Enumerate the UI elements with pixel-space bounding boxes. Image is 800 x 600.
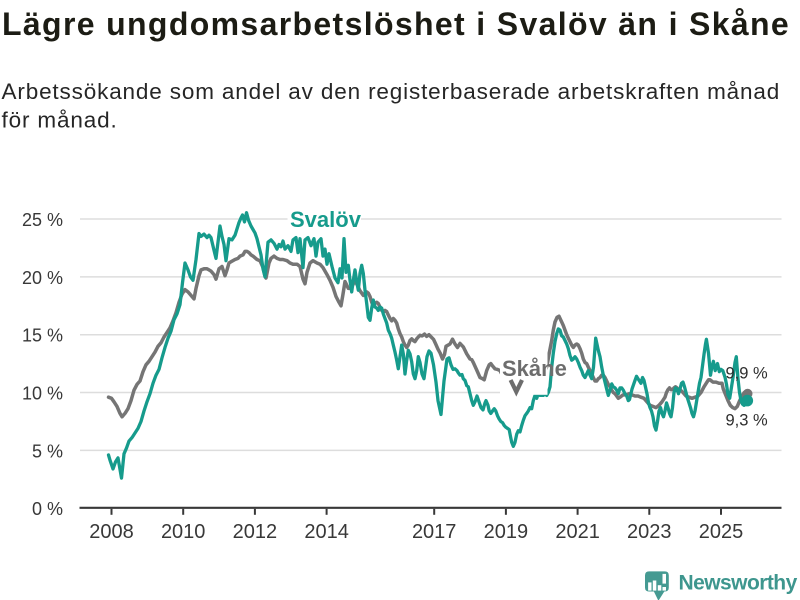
svg-text:2010: 2010 <box>161 521 206 543</box>
svg-text:0 %: 0 % <box>32 499 63 519</box>
svg-text:2017: 2017 <box>412 521 457 543</box>
svg-text:15 %: 15 % <box>22 326 63 346</box>
svg-text:Lägre ungdomsarbetslöshet i Sv: Lägre ungdomsarbetslöshet i Svalöv än i … <box>2 6 790 42</box>
svg-text:Newsworthy: Newsworthy <box>679 572 798 595</box>
svg-text:2019: 2019 <box>484 521 529 543</box>
svg-text:2023: 2023 <box>627 521 672 543</box>
svg-text:25 %: 25 % <box>22 210 63 230</box>
svg-text:Skåne: Skåne <box>502 356 567 381</box>
svg-text:20 %: 20 % <box>22 268 63 288</box>
svg-text:5 %: 5 % <box>32 441 63 461</box>
svg-text:Arbetssökande som andel av den: Arbetssökande som andel av den registerb… <box>2 79 781 104</box>
svg-text:9,9 %: 9,9 % <box>726 364 769 382</box>
svg-text:9,3 %: 9,3 % <box>726 412 769 430</box>
svg-text:2021: 2021 <box>555 521 600 543</box>
svg-text:10 %: 10 % <box>22 384 63 404</box>
svg-text:för månad.: för månad. <box>2 108 118 133</box>
svg-text:2025: 2025 <box>699 521 744 543</box>
svg-text:2014: 2014 <box>304 521 349 543</box>
svg-text:Svalöv: Svalöv <box>290 207 362 232</box>
svg-text:2008: 2008 <box>89 521 134 543</box>
svg-text:2012: 2012 <box>233 521 278 543</box>
